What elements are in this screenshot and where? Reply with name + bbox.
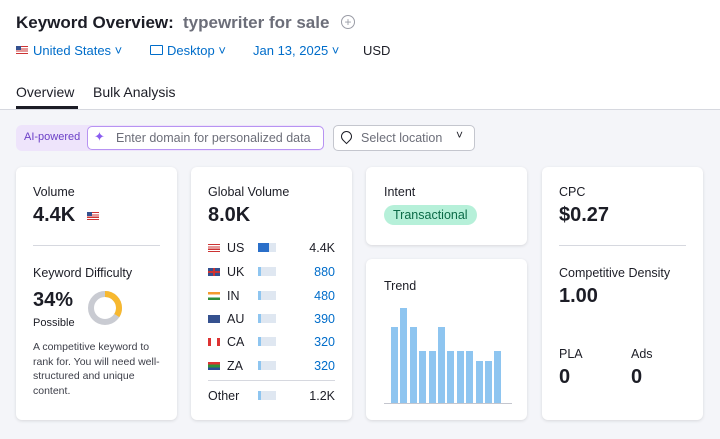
share-track xyxy=(258,361,276,370)
share-bar xyxy=(258,243,269,252)
country-code: IN xyxy=(227,289,240,303)
country-volume: 480 xyxy=(314,289,335,303)
keyword: typewriter for sale xyxy=(183,13,330,32)
country-volume: 390 xyxy=(314,312,335,326)
flag-icon xyxy=(208,315,220,323)
sparkle-icon: ✦ xyxy=(94,129,105,144)
kd-description: A competitive keyword to rank for. You w… xyxy=(33,341,160,397)
country-volume: 320 xyxy=(314,359,335,373)
database: United States xyxy=(33,43,112,58)
flag-icon xyxy=(208,292,220,300)
title: Keyword Overview: xyxy=(16,13,174,32)
device: Desktop xyxy=(167,43,215,58)
trend-bar xyxy=(391,327,398,403)
currency: USD xyxy=(363,43,391,58)
label: Competitive Density xyxy=(559,266,671,280)
location-placeholder: Select location xyxy=(361,131,443,145)
kd-level: Possible xyxy=(33,317,75,329)
ai-badge: AI-powered xyxy=(24,131,81,143)
country-code: US xyxy=(227,241,245,255)
share-track xyxy=(258,391,276,400)
share-bar xyxy=(258,391,261,400)
share-bar xyxy=(258,314,261,323)
card xyxy=(542,167,703,420)
tab-underline xyxy=(16,106,78,109)
flag-icon xyxy=(208,244,220,252)
cpc-value: $0.27 xyxy=(559,204,610,226)
label: Ads xyxy=(631,347,653,361)
trend-bar xyxy=(419,350,427,403)
trend-bar xyxy=(400,308,408,403)
flag-icon xyxy=(208,362,220,370)
divider xyxy=(208,380,335,381)
country-volume: 880 xyxy=(314,265,335,279)
share-bar xyxy=(258,337,261,346)
label: Volume xyxy=(33,185,75,199)
trend-axis xyxy=(384,403,512,404)
label: Global Volume xyxy=(208,185,290,199)
domain-input[interactable] xyxy=(87,126,324,150)
kd-value: 34% xyxy=(33,289,74,311)
divider xyxy=(559,245,686,246)
add-icon[interactable]: + xyxy=(341,15,355,29)
flag-icon xyxy=(208,268,220,276)
pla-value: 0 xyxy=(559,366,571,388)
density-value: 1.00 xyxy=(559,285,598,307)
share-track xyxy=(258,337,276,346)
share-track xyxy=(258,314,276,323)
divider xyxy=(33,245,160,246)
trend-bar xyxy=(456,350,464,403)
trend-bar xyxy=(409,327,417,403)
share-bar xyxy=(258,291,261,300)
share-track xyxy=(258,291,276,300)
label: CPC xyxy=(559,185,586,199)
volume-value: 4.4K xyxy=(33,204,76,226)
desktop-icon xyxy=(150,45,163,55)
donut-arc xyxy=(88,291,122,325)
ads-value: 0 xyxy=(631,366,643,388)
flag-icon xyxy=(16,46,28,54)
tab[interactable]: Overview xyxy=(16,84,75,100)
global-volume-value: 8.0K xyxy=(208,204,251,226)
share-track xyxy=(258,267,276,276)
country-volume: 4.4K xyxy=(309,241,335,255)
tab[interactable]: Bulk Analysis xyxy=(93,84,176,100)
share-bar xyxy=(258,267,261,276)
trend-bar xyxy=(447,350,455,403)
trend-bar xyxy=(485,361,492,403)
share-track xyxy=(258,243,276,252)
device-select[interactable]: Desktop ˅ xyxy=(167,43,226,58)
database-select[interactable]: United States ˅ xyxy=(33,43,123,58)
divider xyxy=(0,109,720,110)
flag-icon xyxy=(208,338,220,346)
trend-bar xyxy=(438,327,445,403)
label: Keyword Difficulty xyxy=(33,266,133,280)
location-select[interactable] xyxy=(333,125,475,151)
other-volume: 1.2K xyxy=(309,389,335,403)
other-label: Other xyxy=(208,389,240,403)
country-code: UK xyxy=(227,265,245,279)
date-select[interactable]: Jan 13, 2025 ˅ xyxy=(253,43,340,58)
date: Jan 13, 2025 xyxy=(253,43,329,58)
chevron: ˅ xyxy=(456,128,464,142)
trend-chart xyxy=(384,308,512,403)
country-code: ZA xyxy=(227,359,243,373)
country-code: AU xyxy=(227,312,245,326)
trend-bar xyxy=(494,350,502,403)
intent-badge: Transactional xyxy=(384,205,477,225)
country-volume: 320 xyxy=(314,335,335,349)
country-code: CA xyxy=(227,335,245,349)
share-bar xyxy=(258,361,261,370)
trend-bar xyxy=(466,350,474,403)
domain-placeholder: Enter domain for personalized data xyxy=(116,131,311,145)
label: Intent xyxy=(384,185,416,199)
flag-icon xyxy=(87,212,99,220)
label: Trend xyxy=(384,279,417,293)
kd-donut xyxy=(88,291,122,325)
trend-bar xyxy=(475,361,483,403)
label: PLA xyxy=(559,347,583,361)
trend-bar xyxy=(428,350,436,403)
